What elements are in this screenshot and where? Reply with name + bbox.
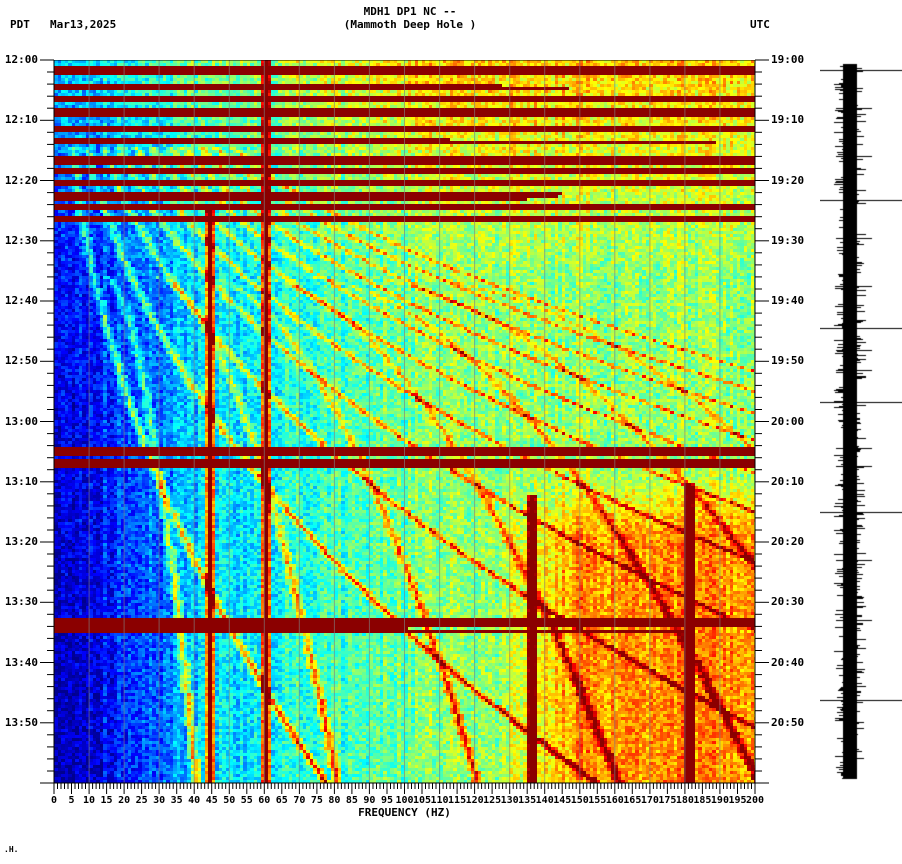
left-time-tick-label: 13:30 — [4, 595, 38, 609]
frequency-tick-label: 40 — [188, 795, 201, 806]
left-time-tick-label: 12:10 — [4, 113, 38, 127]
frequency-tick-label: 65 — [275, 795, 288, 806]
right-time-tick-label: 19:40 — [771, 294, 805, 307]
corner-artifact-mark: .H. — [4, 845, 19, 854]
frequency-tick-label: 10 — [83, 795, 96, 806]
frequency-tick-label: 185 — [693, 795, 712, 806]
frequency-tick-label: 120 — [465, 795, 484, 806]
left-time-tick-label: 13:20 — [4, 535, 38, 548]
timezone-left-label: PDT — [10, 18, 30, 31]
frequency-tick-label: 130 — [500, 795, 519, 806]
left-time-tick-label: 13:10 — [4, 474, 38, 488]
frequency-tick-label: 195 — [728, 795, 747, 806]
frequency-tick-label: 5 — [68, 795, 75, 806]
frequency-tick-label: 135 — [518, 795, 537, 806]
spectrogram-plot[interactable] — [54, 60, 755, 783]
right-time-tick-label: 20:00 — [771, 414, 805, 428]
timezone-right-label: UTC — [750, 18, 770, 31]
frequency-tick-label: 175 — [658, 795, 677, 806]
frequency-tick-label: 90 — [363, 795, 376, 806]
right-time-tick-label: 20:40 — [771, 655, 805, 669]
frequency-tick-label: 60 — [258, 795, 271, 806]
station-title: MDH1 DP1 NC -- — [363, 5, 457, 18]
right-time-tick-label: 19:20 — [771, 173, 805, 187]
frequency-tick-label: 50 — [223, 795, 236, 806]
frequency-tick-label: 70 — [293, 795, 306, 806]
frequency-tick-label: 125 — [483, 795, 502, 806]
station-subtitle: (Mammoth Deep Hole ) — [343, 18, 477, 31]
frequency-tick-label: 105 — [412, 795, 432, 806]
right-time-tick-label: 19:00 — [771, 53, 805, 66]
left-time-tick-label: 13:50 — [4, 715, 38, 729]
right-time-tick-label: 19:30 — [771, 233, 805, 247]
frequency-tick-label: 140 — [535, 795, 554, 806]
frequency-tick-label: 150 — [570, 795, 589, 806]
frequency-tick-label: 110 — [430, 795, 449, 806]
left-time-tick-label: 12:30 — [4, 233, 38, 247]
frequency-tick-label: 55 — [240, 795, 253, 806]
left-time-tick-label: 13:40 — [4, 655, 38, 669]
frequency-tick-label: 100 — [395, 795, 414, 806]
frequency-tick-label: 160 — [605, 795, 624, 806]
frequency-tick-label: 190 — [710, 795, 729, 806]
frequency-tick-label: 200 — [745, 795, 765, 806]
frequency-tick-label: 85 — [345, 795, 358, 806]
right-time-tick-label: 19:50 — [771, 354, 805, 368]
helicorder-panel[interactable] — [820, 60, 902, 783]
right-time-tick-label: 19:10 — [771, 113, 805, 127]
right-time-tick-label: 20:10 — [771, 474, 805, 488]
frequency-tick-label: 30 — [153, 795, 166, 806]
left-time-tick-label: 12:50 — [4, 354, 38, 368]
spectrogram-image[interactable] — [54, 60, 755, 783]
frequency-tick-label: 115 — [448, 795, 467, 806]
date-label: Mar13,2025 — [50, 18, 117, 31]
frequency-tick-label: 180 — [675, 795, 694, 806]
left-time-tick-label: 13:00 — [4, 414, 38, 428]
frequency-tick-label: 15 — [100, 795, 113, 806]
frequency-tick-label: 25 — [135, 795, 148, 806]
frequency-tick-label: 80 — [328, 795, 341, 806]
frequency-tick-label: 45 — [205, 795, 218, 806]
frequency-tick-label: 0 — [50, 795, 58, 806]
frequency-tick-label: 155 — [588, 795, 607, 806]
right-time-tick-label: 20:50 — [771, 715, 805, 729]
left-time-tick-label: 12:40 — [4, 294, 38, 307]
right-time-tick-label: 20:30 — [771, 595, 805, 609]
frequency-tick-label: 145 — [553, 795, 572, 806]
frequency-tick-label: 95 — [380, 795, 393, 806]
left-time-tick-label: 12:20 — [4, 173, 38, 187]
frequency-tick-label: 75 — [310, 795, 323, 806]
right-time-tick-label: 20:20 — [771, 535, 805, 548]
frequency-tick-label: 20 — [118, 795, 131, 806]
frequency-tick-label: 35 — [170, 795, 183, 806]
seismogram-trace[interactable] — [820, 60, 902, 783]
left-time-tick-label: 12:00 — [4, 53, 38, 66]
frequency-axis-title: FREQUENCY (HZ) — [358, 806, 451, 819]
frequency-tick-label: 170 — [640, 795, 659, 806]
frequency-tick-label: 165 — [623, 795, 642, 806]
